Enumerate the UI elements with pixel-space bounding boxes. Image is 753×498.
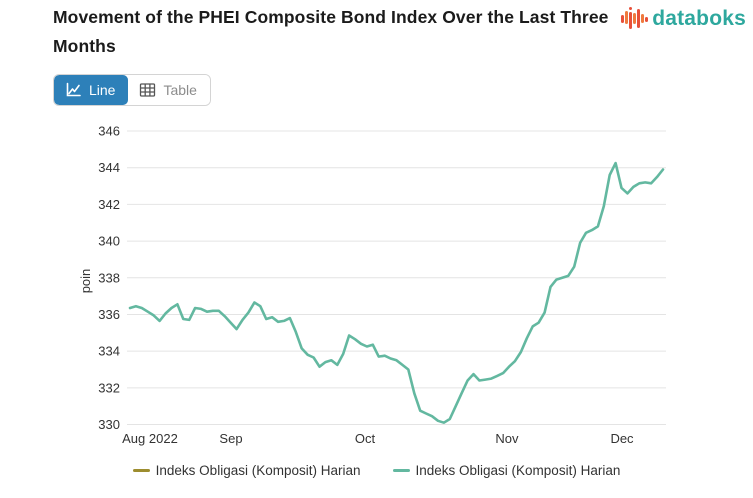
legend-swatch: [132, 469, 150, 472]
legend-label: Indeks Obligasi (Komposit) Harian: [415, 463, 621, 478]
y-tick-label: 334: [98, 344, 120, 359]
databoks-bars-icon: [621, 7, 649, 29]
y-tick-label: 340: [98, 234, 120, 249]
x-tick-label: Dec: [610, 431, 634, 446]
chart-legend: Indeks Obligasi (Komposit) Harian Indeks …: [0, 463, 753, 478]
legend-item[interactable]: Indeks Obligasi (Komposit) Harian: [132, 463, 361, 478]
x-tick-label: Sep: [219, 431, 242, 446]
line-button-label: Line: [89, 82, 116, 98]
y-tick-label: 344: [98, 160, 120, 175]
page-title: Movement of the PHEI Composite Bond Inde…: [53, 7, 609, 56]
y-tick-label: 342: [98, 197, 120, 212]
y-tick-label: 346: [98, 124, 120, 139]
databoks-logo[interactable]: databoks: [621, 6, 746, 32]
legend-label: Indeks Obligasi (Komposit) Harian: [155, 463, 361, 478]
table-button-label: Table: [163, 82, 197, 98]
y-axis-title: poin: [78, 269, 93, 294]
table-grid-icon: [139, 82, 156, 98]
legend-item[interactable]: Indeks Obligasi (Komposit) Harian: [392, 463, 621, 478]
x-tick-label: Aug 2022: [122, 431, 178, 446]
view-toggle: Line Table: [53, 74, 211, 106]
line-view-button[interactable]: Line: [54, 75, 129, 105]
databoks-wordmark: databoks: [652, 7, 746, 30]
line-chart: 330 332 334 336 338 340 342 344 346 Aug 2022 Sep Oc…: [78, 124, 666, 446]
line-chart-icon: [65, 82, 82, 98]
x-tick-label: Nov: [495, 431, 519, 446]
x-tick-label: Oct: [355, 431, 376, 446]
y-tick-label: 338: [98, 270, 120, 285]
y-tick-label: 330: [98, 417, 120, 432]
table-view-button[interactable]: Table: [128, 75, 210, 105]
y-tick-label: 336: [98, 307, 120, 322]
y-tick-label: 332: [98, 380, 120, 395]
bond-index-line[interactable]: [128, 161, 665, 425]
legend-swatch: [392, 469, 410, 472]
